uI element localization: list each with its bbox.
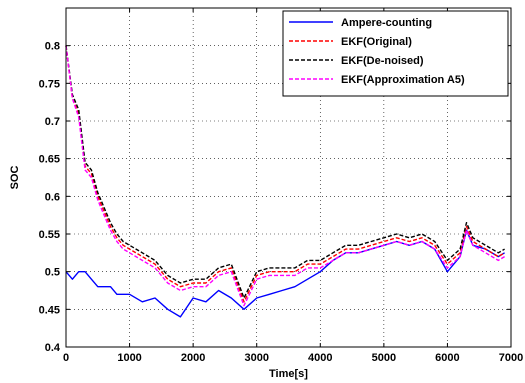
legend-label-4: EKF(Approximation A5) — [341, 74, 465, 86]
legend-box — [282, 10, 509, 97]
y-tick-label: 0.8 — [45, 41, 60, 53]
plot-frame — [65, 7, 512, 348]
y-tick-label: 0.7 — [45, 116, 60, 128]
x-tick-label: 7000 — [499, 352, 523, 364]
legend-label-2: EKF(Original) — [341, 36, 412, 48]
y-tick-labels: 0.4 0.45 0.5 0.55 0.6 0.65 0.7 0.75 0.8 — [39, 41, 61, 354]
x-tick-label: 2000 — [181, 352, 205, 364]
series-line-2 — [65, 45, 505, 303]
y-tick-label: 0.4 — [45, 342, 61, 354]
y-tick-label: 0.5 — [45, 267, 60, 279]
x-tick-labels: 0 1000 2000 3000 4000 5000 6000 7000 — [63, 352, 523, 364]
legend: Ampere-counting EKF(Original) EKF(De-noise… — [282, 10, 509, 97]
x-axis-title: Time[s] — [269, 368, 308, 380]
legend-label-1: Ampere-counting — [341, 17, 432, 29]
x-tick-label: 4000 — [308, 352, 332, 364]
y-tick-label: 0.55 — [39, 229, 60, 241]
series-lines — [65, 45, 505, 318]
series-line-3 — [65, 45, 505, 299]
legend-label-3: EKF(De-noised) — [341, 55, 424, 67]
y-tick-label: 0.6 — [45, 191, 60, 203]
x-tick-label: 0 — [63, 352, 69, 364]
y-tick-label: 0.65 — [39, 154, 60, 166]
x-tick-label: 1000 — [117, 352, 141, 364]
x-tick-label: 5000 — [372, 352, 396, 364]
x-tick-label: 3000 — [244, 352, 268, 364]
y-tick-label: 0.75 — [39, 78, 60, 90]
x-tick-label: 6000 — [435, 352, 459, 364]
series-line-4 — [65, 45, 505, 307]
y-axis-title: SOC — [9, 166, 21, 190]
y-tick-label: 0.45 — [39, 304, 60, 316]
